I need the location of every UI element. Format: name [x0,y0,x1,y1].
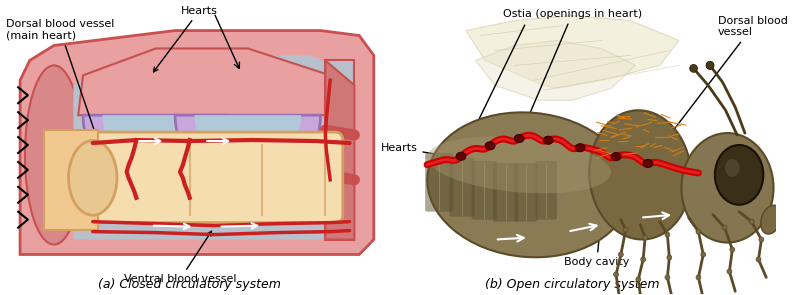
FancyBboxPatch shape [326,60,354,240]
Text: Ostia (openings in heart): Ostia (openings in heart) [503,9,642,135]
Circle shape [614,272,618,277]
Text: (a) Closed circulatory system: (a) Closed circulatory system [98,278,281,291]
Polygon shape [74,55,354,240]
Ellipse shape [590,110,691,240]
Text: Dorsal blood vessel
(main heart): Dorsal blood vessel (main heart) [6,19,114,136]
Ellipse shape [427,112,630,257]
Circle shape [667,255,672,260]
Circle shape [665,232,670,237]
Ellipse shape [456,152,466,160]
Ellipse shape [682,133,774,242]
Ellipse shape [69,140,117,215]
Circle shape [636,277,641,282]
Circle shape [696,229,701,234]
Circle shape [759,237,764,242]
Ellipse shape [543,136,553,144]
FancyBboxPatch shape [514,163,538,222]
Circle shape [623,227,628,232]
Polygon shape [78,48,330,115]
FancyBboxPatch shape [75,132,342,223]
FancyBboxPatch shape [472,161,497,220]
FancyBboxPatch shape [450,158,474,217]
Circle shape [706,61,714,69]
Text: Body cavity: Body cavity [564,219,630,268]
Circle shape [618,252,623,257]
Polygon shape [44,130,98,230]
Circle shape [641,257,646,262]
Text: Dorsal blood
vessel: Dorsal blood vessel [650,16,788,160]
Circle shape [690,64,698,72]
FancyBboxPatch shape [536,161,557,220]
Wedge shape [83,115,229,190]
Circle shape [727,269,732,274]
Text: Ventral blood vessel: Ventral blood vessel [124,231,236,284]
Circle shape [756,257,761,262]
Circle shape [665,275,670,280]
Ellipse shape [486,142,495,150]
Text: (b) Open circulatory system: (b) Open circulatory system [485,278,660,291]
Ellipse shape [514,135,524,142]
FancyBboxPatch shape [425,153,454,212]
Ellipse shape [611,153,621,160]
Wedge shape [194,115,301,170]
FancyBboxPatch shape [493,163,518,222]
Polygon shape [326,60,354,240]
Ellipse shape [575,144,585,152]
Circle shape [750,219,754,224]
Polygon shape [20,31,374,255]
Text: Hearts: Hearts [154,6,218,72]
Circle shape [642,235,647,240]
Ellipse shape [725,159,739,177]
Wedge shape [175,115,321,190]
Ellipse shape [761,205,782,234]
Ellipse shape [643,160,653,168]
Circle shape [722,225,727,230]
Circle shape [696,275,701,280]
Ellipse shape [25,65,83,245]
Circle shape [701,252,706,257]
Wedge shape [102,115,209,170]
Text: Hearts: Hearts [381,143,457,159]
Polygon shape [475,40,635,100]
Polygon shape [466,16,679,88]
Circle shape [730,247,734,252]
Ellipse shape [427,136,611,194]
Ellipse shape [715,145,763,205]
